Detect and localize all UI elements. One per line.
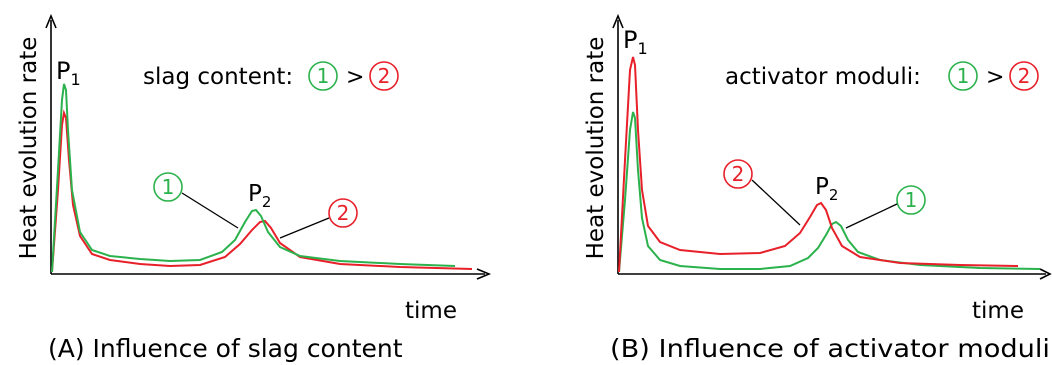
legend-marker-green (308, 61, 338, 91)
legend-label: slag content: (143, 64, 293, 90)
callout-green: 1 (845, 185, 926, 229)
legend-marker-green (948, 61, 978, 91)
y-axis-arrow (612, 13, 624, 29)
callout-green-number: 1 (905, 188, 918, 212)
callout-green-leader (845, 203, 898, 229)
callout-green: 1 (153, 172, 239, 229)
legend-marker-red-number: 2 (1018, 64, 1031, 88)
legend-marker-green-number: 1 (317, 64, 330, 88)
callout-red: 2 (723, 159, 801, 226)
callout-red-leader (751, 179, 801, 226)
y-axis-label: Heat evolution rate (583, 37, 609, 260)
x-axis-arrow (476, 268, 492, 280)
x-axis-arrow (1039, 268, 1052, 280)
x-axis-label: time (405, 298, 457, 324)
callout-red-leader (279, 217, 330, 239)
peak-label-p1: P1 (623, 26, 648, 58)
curve-red (618, 56, 1019, 273)
x-axis-label: time (972, 298, 1024, 324)
legend-label: activator moduli: (725, 64, 921, 90)
callout-red-circle (723, 159, 753, 189)
curve-green (51, 83, 456, 273)
legend-marker-red (369, 61, 399, 91)
legend-comparator: > (986, 65, 1004, 90)
caption: (B) Influence of activator moduli (610, 334, 1050, 363)
legend: activator moduli: 1 > 2 (725, 61, 1039, 91)
legend: slag content: 1 > 2 (143, 61, 399, 91)
y-axis-label: Heat evolution rate (16, 37, 42, 260)
panel-b: Heat evolution rate time (B) Influence o… (583, 13, 1052, 363)
caption: (A) Influence of slag content (48, 334, 403, 363)
legend-marker-red-number: 2 (378, 64, 391, 88)
peak-label-p1: P1 (56, 57, 81, 89)
peak-label-p2: P2 (815, 174, 838, 204)
callout-green-number: 1 (162, 175, 175, 199)
y-axis-arrow (45, 13, 57, 29)
callout-red: 2 (279, 198, 358, 239)
callout-green-circle (896, 185, 926, 215)
peak-label-p2: P2 (248, 181, 271, 211)
callout-red-circle (328, 198, 358, 228)
callout-green-circle (153, 172, 183, 202)
legend-marker-red (1009, 61, 1039, 91)
legend-marker-green-number: 1 (957, 64, 970, 88)
curve-green (618, 111, 1041, 273)
callout-red-number: 2 (337, 201, 350, 225)
callout-red-number: 2 (732, 162, 745, 186)
panel-a: Heat evolution rate time (A) Influence o… (16, 13, 492, 363)
legend-comparator: > (346, 65, 364, 90)
callout-green-leader (181, 192, 239, 229)
curve-red (51, 109, 473, 273)
